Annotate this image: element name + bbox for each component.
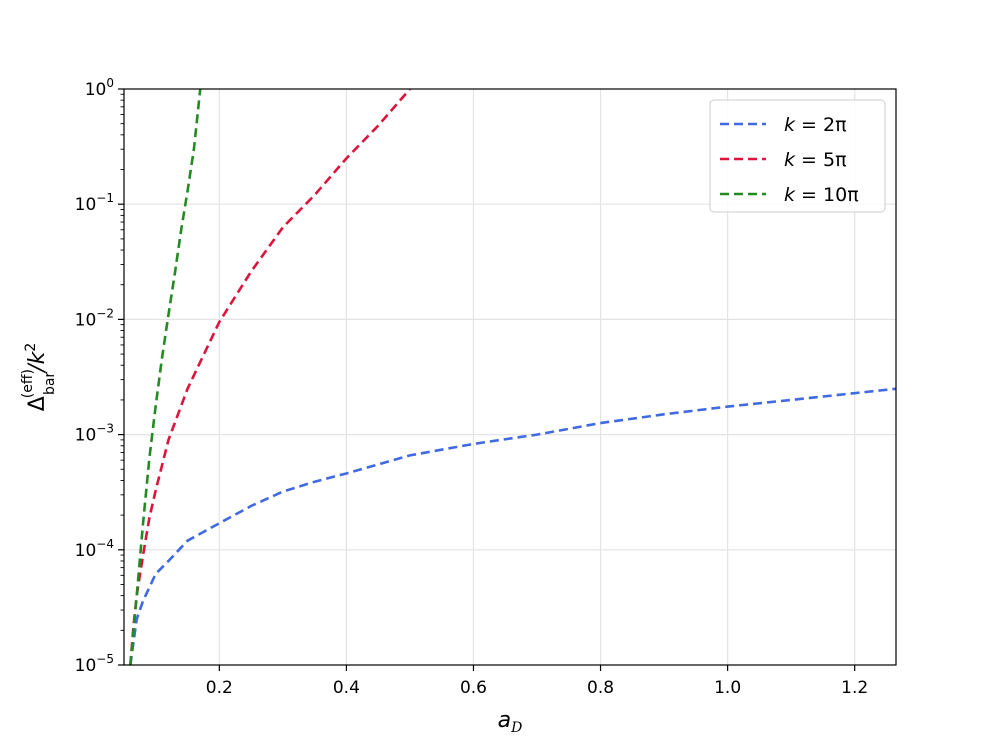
x-axis-title: aD — [498, 708, 523, 736]
y-tick-label: 10−3 — [75, 422, 114, 446]
y-tick-label: 10−2 — [75, 306, 114, 330]
x-tick-label: 0.2 — [206, 678, 233, 698]
legend: k = 2π k = 5π k = 10π — [709, 99, 886, 213]
x-tick-label: 1.0 — [714, 678, 741, 698]
series-line-1 — [129, 387, 896, 665]
y-tick-label: 10−4 — [75, 537, 114, 561]
series-line-2 — [129, 89, 411, 665]
series-group — [129, 89, 896, 665]
plot-area-frame — [123, 88, 897, 666]
legend-label-1: k = 2π — [784, 114, 847, 136]
legend-frame — [709, 99, 886, 213]
x-tick-label: 1.2 — [841, 678, 868, 698]
y-axis-title: Δ(eff) bar/k2 — [20, 343, 58, 412]
ticks: 0.2 0.4 0.6 0.8 1.0 1.2 100 10−1 10−2 10−3 10−4 10−… — [75, 76, 869, 698]
series-line-3 — [129, 89, 202, 665]
x-tick-label: 0.8 — [587, 678, 614, 698]
y-tick-label: 10−1 — [75, 191, 114, 215]
legend-label-2: k = 5π — [784, 149, 847, 171]
y-tick-label: 10−5 — [75, 652, 114, 676]
x-tick-label: 0.4 — [333, 678, 360, 698]
legend-label-3: k = 10π — [784, 184, 859, 206]
x-tick-label: 0.6 — [460, 678, 487, 698]
y-tick-label: 100 — [85, 76, 114, 100]
